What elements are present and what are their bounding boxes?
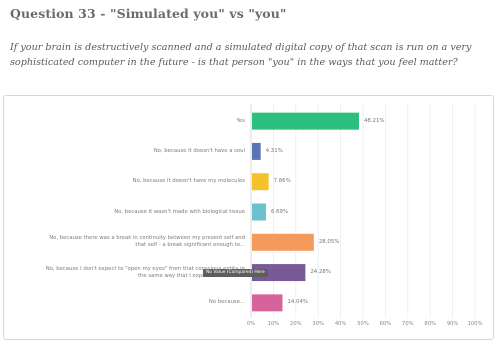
x-tick-label: 90% — [446, 321, 459, 327]
value-label: 24.28% — [310, 269, 331, 276]
x-tick-label: 30% — [312, 321, 324, 327]
x-tick-label: 40% — [334, 321, 347, 327]
x-tick-label: 80% — [424, 321, 436, 327]
x-tick-label: 0% — [246, 321, 256, 327]
category-label: Yes — [236, 117, 245, 124]
value-label: 7.86% — [273, 178, 291, 185]
value-label: 48.21% — [363, 117, 385, 124]
category-label: No, because there was a break in continu… — [49, 235, 245, 249]
x-tick-label: 60% — [379, 321, 392, 327]
value-label: 4.31% — [265, 147, 283, 154]
category-label: No, because it wasn't made with biologic… — [114, 208, 245, 215]
bar[interactable] — [252, 173, 269, 191]
x-tick-label: 50% — [357, 321, 369, 327]
page-title: Question 33 - "Simulated you" vs "you" — [10, 6, 287, 21]
hover-tooltip: No Value (Compared) Here — [203, 269, 268, 277]
category-label: No because... — [208, 299, 245, 306]
value-label: 14.04% — [287, 299, 308, 306]
chart-panel — [3, 95, 494, 340]
bar[interactable] — [252, 203, 266, 221]
x-tick-label: 70% — [402, 321, 414, 327]
x-tick-label: 20% — [290, 321, 302, 327]
x-tick-label: 10% — [267, 321, 280, 327]
bar[interactable] — [252, 112, 359, 130]
category-label: No, because it doesn't have my molecules — [132, 178, 245, 185]
value-label: 28.05% — [318, 238, 340, 245]
category-label: No, because it doesn't have a soul — [153, 147, 245, 154]
question-text: If your brain is destructively scanned a… — [10, 42, 472, 68]
category-label: No, because I don't expect to "open my e… — [45, 265, 245, 279]
value-label: 6.69% — [270, 208, 289, 215]
bar[interactable] — [252, 142, 261, 160]
bar[interactable] — [252, 294, 283, 312]
x-tick-label: 100% — [467, 321, 483, 327]
bar[interactable] — [252, 233, 314, 251]
